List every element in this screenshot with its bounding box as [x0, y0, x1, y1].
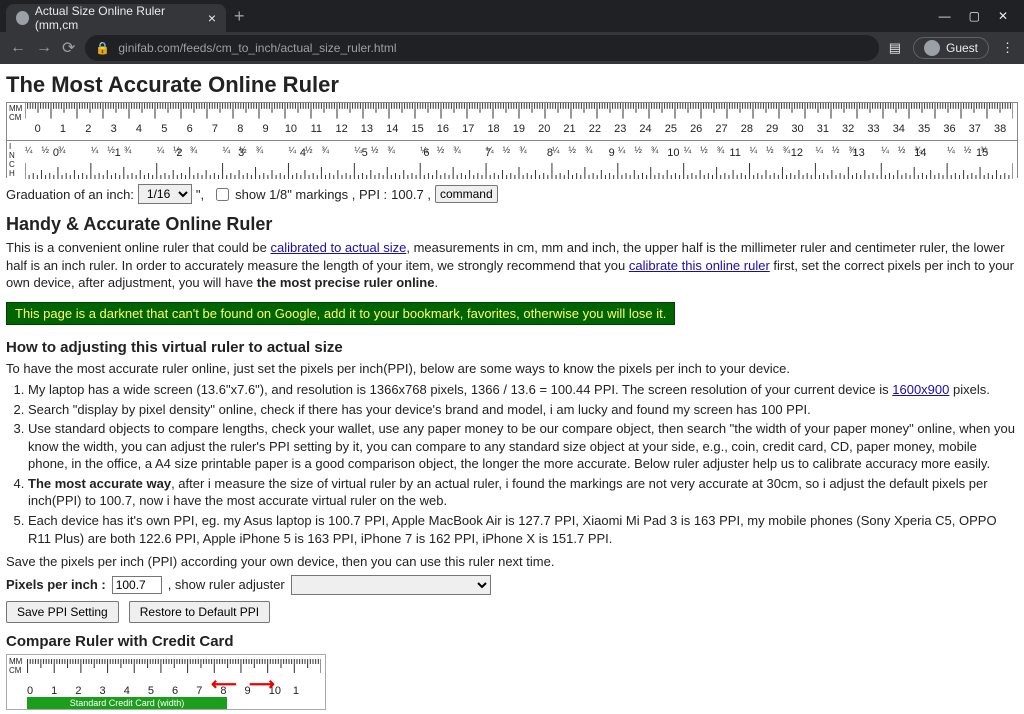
- page-title: The Most Accurate Online Ruler: [6, 72, 1018, 98]
- ruler-cm-label: MMCM: [9, 104, 22, 122]
- resolution-link[interactable]: 1600x900: [892, 382, 949, 397]
- graduation-suffix: ",: [196, 187, 204, 202]
- intro-text-1: This is a convenient online ruler that c…: [6, 240, 271, 255]
- ppi-display: 100.7 ,: [391, 187, 431, 202]
- nav-reload-icon[interactable]: ⟳: [62, 38, 75, 58]
- profile-label: Guest: [946, 41, 978, 55]
- credit-card-bar: Standard Credit Card (width): [27, 697, 227, 709]
- nav-forward-icon[interactable]: →: [36, 39, 52, 57]
- ruler-inch-label: INCH: [9, 142, 15, 178]
- ppi-buttons: Save PPI Setting Restore to Default PPI: [6, 601, 1018, 623]
- ruler-controls: Graduation of an inch: 1/16 ", show 1/8"…: [6, 184, 1018, 204]
- intro-bold: the most precise ruler online: [257, 275, 435, 290]
- compare-scale: 0123456789101 ⟵ ⟶ Standard Credit Card (…: [11, 659, 321, 709]
- intro-period: .: [434, 275, 438, 290]
- browser-chrome: Actual Size Online Ruler (mm,cm × + — ▢ …: [0, 0, 1024, 64]
- address-bar[interactable]: 🔒 ginifab.com/feeds/cm_to_inch/actual_si…: [85, 35, 878, 61]
- section-heading-howto: How to adjusting this virtual ruler to a…: [6, 339, 1018, 356]
- ppi-label: Pixels per inch :: [6, 577, 106, 592]
- show-eighth-label: show 1/8" markings , PPI :: [235, 187, 387, 202]
- adjuster-select[interactable]: [291, 575, 491, 595]
- url-text: ginifab.com/feeds/cm_to_inch/actual_size…: [118, 41, 396, 55]
- window-minimize-icon[interactable]: —: [939, 9, 951, 23]
- darknet-banner: This page is a darknet that can't be fou…: [6, 302, 675, 325]
- window-close-icon[interactable]: ✕: [998, 9, 1008, 23]
- save-intro: Save the pixels per inch (PPI) according…: [6, 553, 1018, 571]
- compare-ruler: MMCM 0123456789101 ⟵ ⟶ Standard Credit C…: [6, 654, 326, 710]
- ruler-cm: MMCM 01234567891011121314151617181920212…: [7, 103, 1017, 141]
- tab-favicon-icon: [16, 11, 29, 25]
- howto-step: My laptop has a wide screen (13.6"x7.6")…: [28, 381, 1018, 399]
- window-controls: — ▢ ✕: [939, 9, 1018, 23]
- graduation-label: Graduation of an inch:: [6, 187, 134, 202]
- new-tab-button[interactable]: +: [226, 6, 253, 27]
- restore-ppi-button[interactable]: Restore to Default PPI: [129, 601, 270, 623]
- browser-tab[interactable]: Actual Size Online Ruler (mm,cm ×: [6, 4, 226, 32]
- save-ppi-button[interactable]: Save PPI Setting: [6, 601, 119, 623]
- toolbar: ← → ⟳ 🔒 ginifab.com/feeds/cm_to_inch/act…: [0, 32, 1024, 64]
- ruler-cm-numbers: 0123456789101112131415161718192021222324…: [25, 123, 1013, 135]
- howto-step: Use standard objects to compare lengths,…: [28, 420, 1018, 473]
- extensions-icon[interactable]: ▤: [889, 40, 901, 56]
- tab-title: Actual Size Online Ruler (mm,cm: [35, 4, 198, 32]
- howto-intro: To have the most accurate ruler online, …: [6, 360, 1018, 378]
- tab-close-icon[interactable]: ×: [208, 10, 216, 26]
- toolbar-right: ▤ Guest ⋮: [889, 37, 1014, 59]
- kebab-menu-icon[interactable]: ⋮: [1001, 40, 1014, 56]
- howto-step: Each device has it's own PPI, eg. my Asu…: [28, 512, 1018, 547]
- section-heading-handy: Handy & Accurate Online Ruler: [6, 214, 1018, 235]
- page-content: The Most Accurate Online Ruler MMCM 0123…: [0, 64, 1024, 714]
- tab-bar: Actual Size Online Ruler (mm,cm × + — ▢ …: [0, 0, 1024, 32]
- profile-button[interactable]: Guest: [913, 37, 989, 59]
- command-button[interactable]: command: [435, 185, 498, 203]
- howto-steps: My laptop has a wide screen (13.6"x7.6")…: [28, 381, 1018, 547]
- calibrate-link-1[interactable]: calibrated to actual size: [271, 240, 407, 255]
- adjuster-label: , show ruler adjuster: [168, 577, 285, 592]
- show-eighth-checkbox[interactable]: [216, 188, 229, 201]
- ruler-inch: INCH 0123456789101112131415 ¼½¾¼½¾¼½¾¼½¾…: [7, 141, 1017, 179]
- calibrate-link-2[interactable]: calibrate this online ruler: [629, 258, 770, 273]
- howto-step: The most accurate way, after i measure t…: [28, 475, 1018, 510]
- lock-icon: 🔒: [95, 41, 110, 55]
- ppi-row: Pixels per inch : , show ruler adjuster: [6, 575, 1018, 595]
- howto-step: Search "display by pixel density" online…: [28, 401, 1018, 419]
- compare-arrow-right-icon: ⟶: [249, 674, 275, 695]
- ruler-inch-fractions: ¼½¾¼½¾¼½¾¼½¾¼½¾¼½¾¼½¾¼½¾¼½¾¼½¾¼½¾¼½¾¼½¾¼…: [25, 145, 1013, 155]
- compare-arrow-left-icon: ⟵: [211, 674, 237, 695]
- ppi-input[interactable]: [112, 576, 162, 594]
- avatar-icon: [924, 40, 940, 56]
- window-maximize-icon[interactable]: ▢: [969, 9, 980, 23]
- nav-back-icon[interactable]: ←: [10, 39, 26, 57]
- graduation-select[interactable]: 1/16: [138, 184, 192, 204]
- main-ruler: MMCM 01234567891011121314151617181920212…: [6, 102, 1018, 178]
- intro-paragraph: This is a convenient online ruler that c…: [6, 239, 1018, 292]
- section-heading-compare: Compare Ruler with Credit Card: [6, 633, 1018, 650]
